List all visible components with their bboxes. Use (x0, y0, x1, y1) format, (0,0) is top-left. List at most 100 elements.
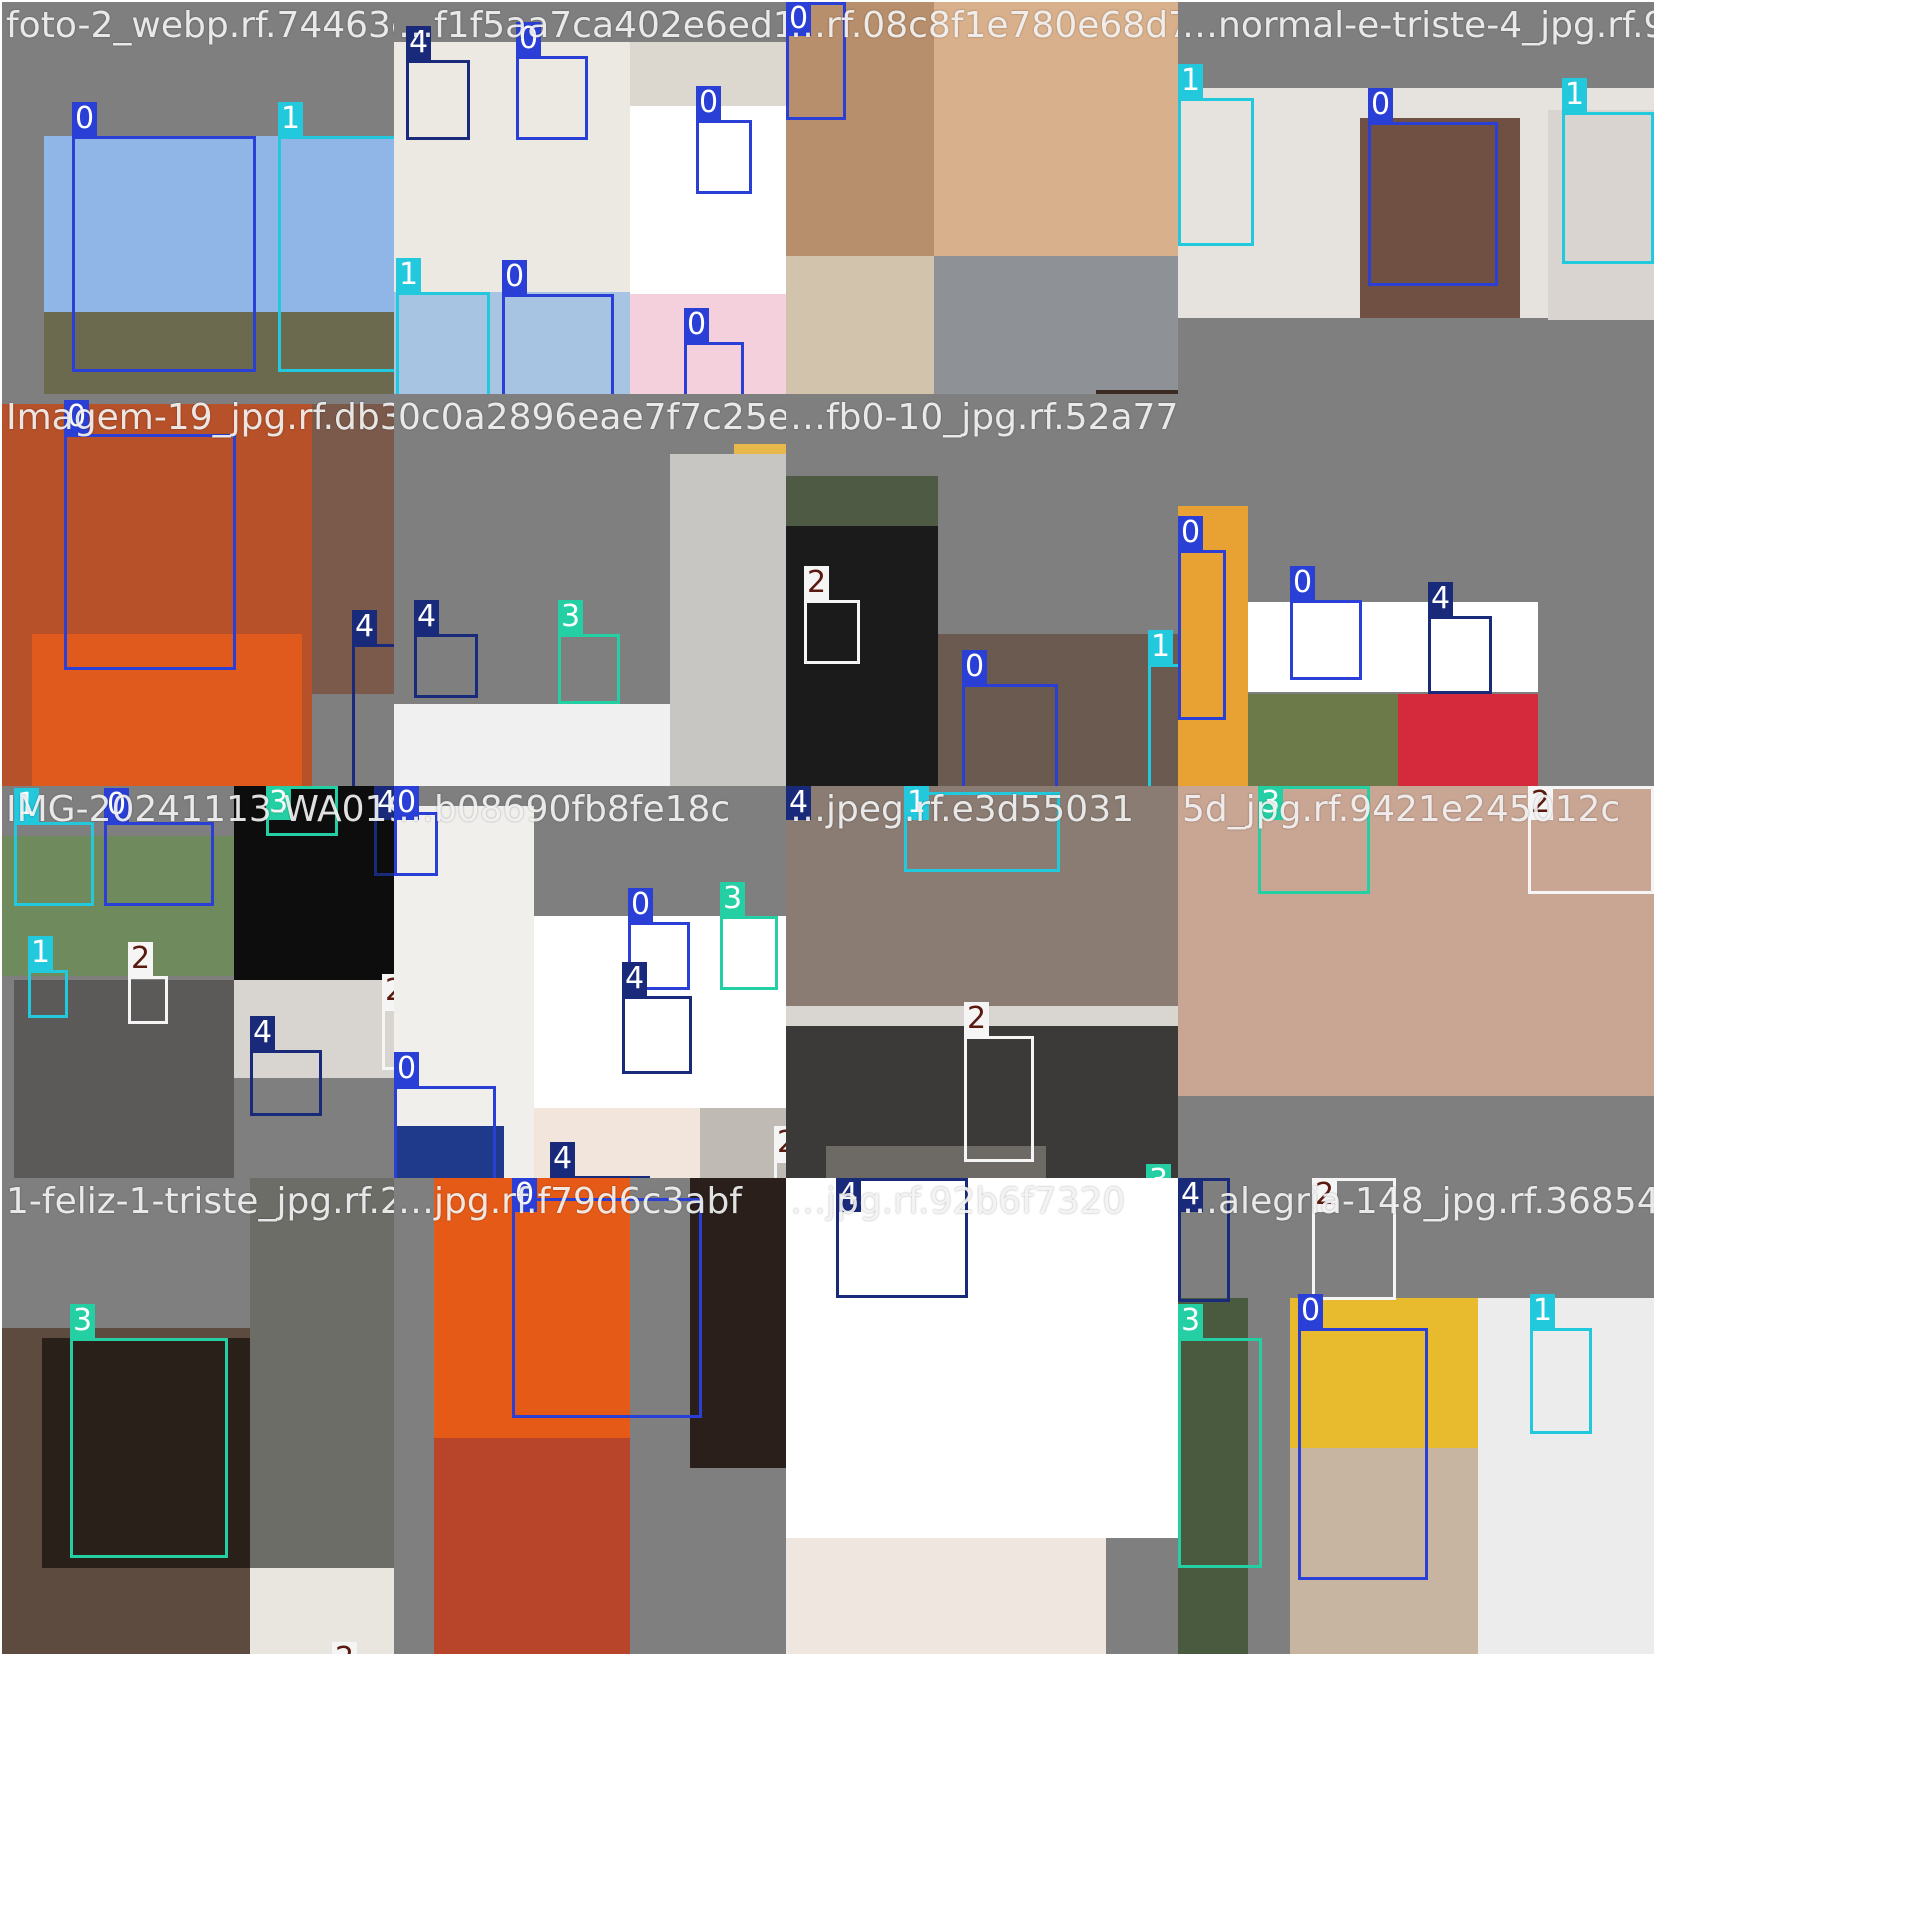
class-label: 4 (622, 962, 648, 996)
photo-region (434, 1438, 630, 1654)
class-label: 1 (278, 102, 304, 136)
bounding-box-class-0 (1290, 600, 1362, 680)
bounding-box-class-0 (1178, 550, 1226, 720)
bounding-box-class-4 (1428, 616, 1492, 694)
tile-filename: …jpg.rf.92b6f7320 (790, 1181, 1126, 1222)
bounding-box-class-1 (904, 792, 1060, 872)
bounding-box-class-0 (1298, 1328, 1428, 1580)
photo-region (1248, 694, 1398, 788)
bounding-box-class-0 (64, 434, 236, 670)
class-label: 0 (786, 2, 812, 36)
bounding-box-class-3 (70, 1338, 228, 1558)
class-label: 1 (28, 936, 54, 970)
class-label: 0 (628, 888, 654, 922)
bounding-box-class-1 (1178, 98, 1254, 246)
class-label: 0 (516, 22, 542, 56)
class-label: 4 (1178, 1178, 1204, 1212)
bounding-box-class-1 (1530, 1328, 1592, 1434)
bounding-box-class-3 (558, 634, 620, 704)
class-label: 4 (550, 1142, 576, 1176)
tile-filename: …rf.08c8f1e780e68d7d (790, 5, 1214, 46)
bounding-box-class-0 (786, 2, 846, 120)
bounding-box-class-1 (14, 822, 94, 906)
photo-region (1178, 786, 1654, 1096)
photo-region (1398, 694, 1538, 788)
class-label: 2 (332, 1642, 358, 1654)
photo-region (1178, 1298, 1248, 1654)
class-label: 0 (696, 86, 722, 120)
class-label: 0 (104, 788, 130, 822)
bounding-box-class-4 (836, 1178, 968, 1298)
bounding-box-class-4 (406, 60, 470, 140)
class-label: 1 (904, 786, 930, 820)
bounding-box-class-3 (1178, 1338, 1262, 1568)
class-label: 2 (1312, 1178, 1338, 1212)
photo-region (42, 1338, 250, 1568)
tile-filename: …alegria-148_jpg.rf.368544aa (1182, 1181, 1654, 1222)
class-label: 1 (1148, 630, 1174, 664)
class-label: 0 (512, 1178, 538, 1212)
bounding-box-class-2 (804, 600, 860, 664)
class-label: 3 (1178, 1304, 1204, 1338)
class-label: 2 (964, 1002, 990, 1036)
photo-region (786, 1538, 1106, 1654)
class-label: 1 (1178, 64, 1204, 98)
class-label: 4 (1428, 582, 1454, 616)
bounding-box-class-2 (964, 1036, 1034, 1162)
class-label: 4 (786, 786, 812, 820)
bounding-box-class-1 (1562, 112, 1654, 264)
bounding-box-class-2 (128, 976, 168, 1024)
bounding-box-class-0 (696, 120, 752, 194)
bounding-box-class-0 (512, 1198, 702, 1418)
class-label: 0 (1368, 88, 1394, 122)
class-label: 0 (72, 102, 98, 136)
class-label: 4 (414, 600, 440, 634)
bounding-box-class-4 (250, 1050, 322, 1116)
bounding-box-class-4 (1178, 1178, 1230, 1302)
class-label: 0 (1298, 1294, 1324, 1328)
bounding-box-class-4 (622, 996, 692, 1074)
bounding-box-class-0 (104, 822, 214, 906)
bounding-box-class-3 (720, 916, 778, 990)
bounding-box-class-2 (1312, 1178, 1396, 1300)
class-label: 3 (266, 786, 292, 820)
class-label: 0 (1290, 566, 1316, 600)
class-label: 3 (70, 1304, 96, 1338)
class-label: 0 (394, 786, 420, 820)
class-label: 0 (64, 400, 90, 434)
tile-filename: …jpeg.rf.e3d55031 (790, 789, 1135, 830)
class-label: 4 (836, 1178, 862, 1212)
class-label: 4 (352, 610, 378, 644)
tile-filename: 5d_jpg.rf.9421e245012c (1182, 789, 1621, 830)
class-label: 3 (720, 882, 746, 916)
photo-region (786, 2, 934, 256)
class-label: 0 (1178, 516, 1204, 550)
tile-filename: …jpg.rf.f79d6c3abf (398, 1181, 742, 1222)
photo-region (1478, 1298, 1654, 1654)
tile-filename: …normal-e-triste-4_jpg.rf.983 (1182, 5, 1654, 46)
class-label: 2 (804, 566, 830, 600)
class-label: 0 (394, 1052, 420, 1086)
bounding-box-class-3 (1258, 786, 1370, 894)
bounding-box-class-0 (1368, 122, 1498, 286)
class-label: 2 (1528, 786, 1554, 820)
class-label: 0 (502, 260, 528, 294)
bounding-box-class-0 (72, 136, 256, 372)
photo-region (1548, 110, 1654, 320)
class-label: 4 (406, 26, 432, 60)
class-label: 4 (250, 1016, 276, 1050)
class-label: 0 (962, 650, 988, 684)
class-label: 1 (1530, 1294, 1556, 1328)
bounding-box-class-0 (516, 56, 588, 140)
bounding-box-class-4 (414, 634, 478, 698)
class-label: 1 (14, 788, 40, 822)
bounding-box-class-1 (28, 970, 68, 1018)
bounding-box-class-0 (628, 922, 690, 990)
bounding-box-class-2 (1528, 786, 1654, 894)
class-label: 1 (396, 258, 422, 292)
tile-filename: …b08690fb8fe18c (398, 789, 731, 830)
class-label: 1 (1562, 78, 1588, 112)
class-label: 0 (684, 308, 710, 342)
class-label: 2 (128, 942, 154, 976)
class-label: 3 (558, 600, 584, 634)
